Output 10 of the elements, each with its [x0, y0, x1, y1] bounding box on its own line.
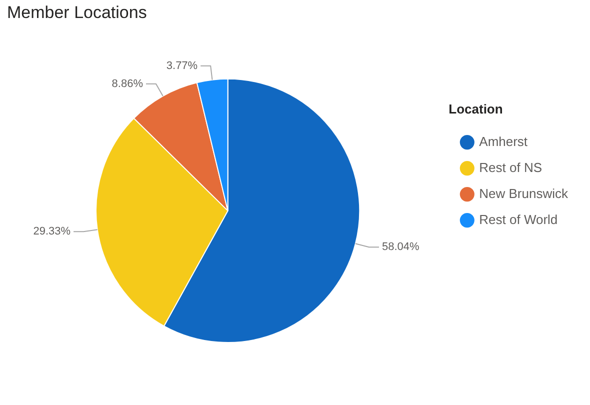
- legend-label: Rest of NS: [479, 160, 542, 175]
- data-label: 8.86%: [112, 78, 144, 90]
- legend-title: Location: [448, 101, 503, 116]
- legend-label: Amherst: [479, 134, 528, 149]
- data-label: 58.04%: [382, 241, 420, 254]
- legend-label: New Brunswick: [479, 186, 568, 201]
- data-label: 3.77%: [166, 60, 198, 72]
- data-label: 29.33%: [33, 226, 71, 238]
- legend-label: Rest of World: [479, 212, 558, 227]
- chart-title: Member Locations: [7, 2, 147, 22]
